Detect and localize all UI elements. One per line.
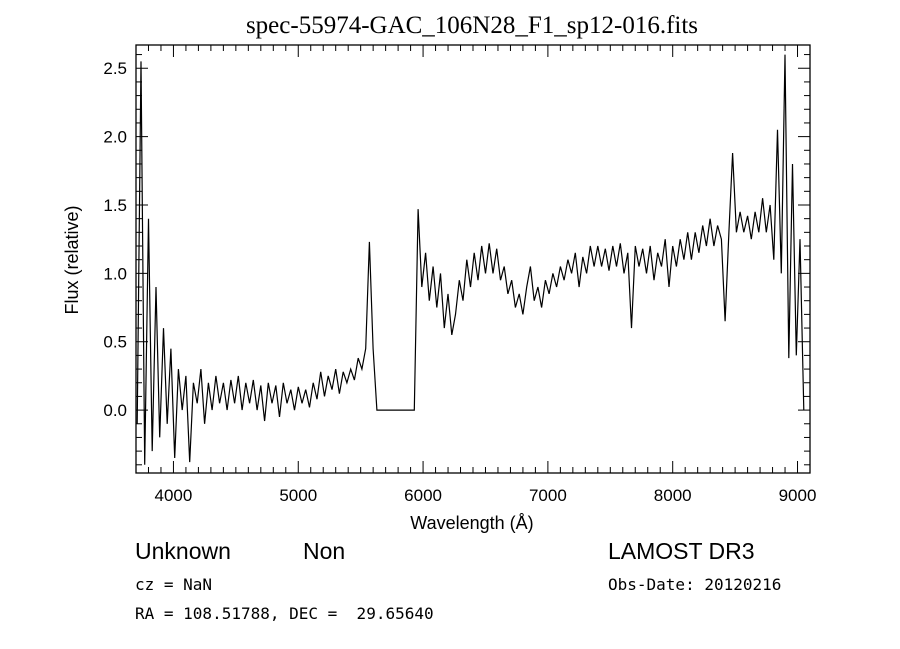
x-axis-label: Wavelength (Å) — [410, 513, 533, 533]
redshift-label: cz = NaN — [135, 575, 212, 594]
x-tick-label: 5000 — [279, 486, 317, 505]
object-class: Unknown — [135, 538, 231, 564]
chart-title: spec-55974-GAC_106N28_F1_sp12-016.fits — [246, 12, 698, 39]
y-tick-label: 1.5 — [103, 196, 127, 215]
x-tick-label: 6000 — [404, 486, 442, 505]
x-tick-label: 8000 — [654, 486, 692, 505]
object-subclass: Non — [303, 538, 345, 564]
y-tick-label: 2.5 — [103, 59, 127, 78]
y-tick-label: 0.5 — [103, 333, 127, 352]
x-tick-label: 7000 — [529, 486, 567, 505]
coordinates-label: RA = 108.51788, DEC = 29.65640 — [135, 604, 434, 623]
y-tick-label: 1.0 — [103, 264, 127, 283]
survey-label: LAMOST DR3 — [608, 538, 755, 564]
y-tick-label: 0.0 — [103, 401, 127, 420]
y-tick-label: 2.0 — [103, 128, 127, 147]
spectrum-line — [136, 54, 805, 465]
x-tick-label: 4000 — [155, 486, 193, 505]
obs-date-label: Obs-Date: 20120216 — [608, 575, 781, 594]
x-tick-label: 9000 — [779, 486, 817, 505]
y-axis-label: Flux (relative) — [62, 205, 82, 314]
